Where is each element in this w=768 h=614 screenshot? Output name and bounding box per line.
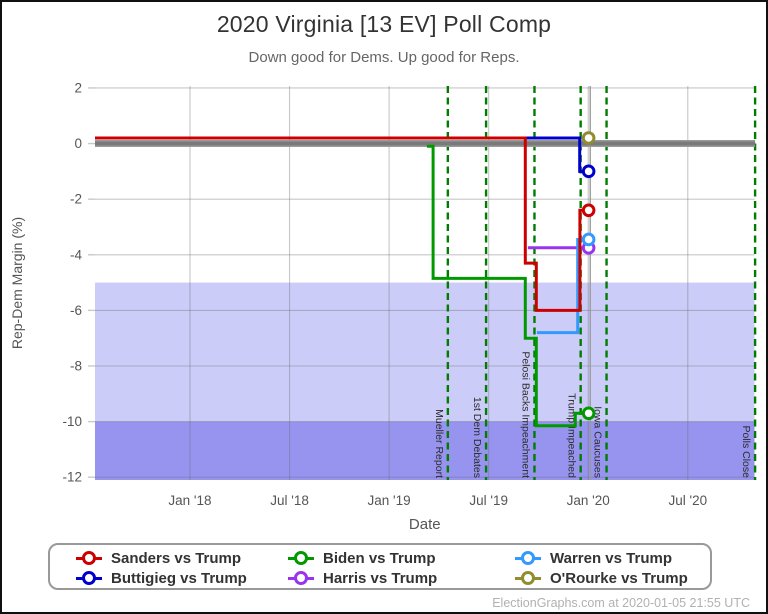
series-endpoint-warren [581,232,596,247]
legend-item: O'Rourke vs Trump [515,568,710,588]
gridlines [88,86,755,480]
legend-item-label: Buttigieg vs Trump [111,569,247,587]
x-tick-label: Jan '20 [567,493,610,508]
legend-item: Sanders vs Trump [76,548,288,568]
x-tick-label: Jul '18 [270,493,309,508]
legend-marker-icon [288,551,314,565]
legend-marker-icon [515,571,541,585]
event-label: Mueller Report [433,409,445,478]
y-tick-label: -10 [62,414,82,429]
legend-marker-icon [288,571,314,585]
legend-item: Biden vs Trump [288,548,515,568]
y-tick-label: -12 [62,470,82,485]
y-tick-label: 0 [74,136,82,151]
y-axis-title: Rep-Dem Margin (%) [9,217,25,349]
event-label: Trump Impeached [566,393,578,478]
series-endpoint-buttigieg [581,164,596,179]
legend-item-label: Warren vs Trump [550,549,672,567]
credit-line: ElectionGraphs.com at 2020-01-05 21:55 U… [492,596,750,610]
series-sanders [95,136,589,312]
y-tick-label: 2 [74,80,82,95]
series-biden [426,144,589,428]
legend-item-label: Harris vs Trump [323,569,438,587]
dem-strength-bands [95,282,755,480]
band-solid-dem-zone [95,421,755,480]
x-axis-title: Date [409,516,441,533]
x-tick-label: Jul '20 [668,493,707,508]
x-tick-label: Jan '18 [168,493,211,508]
legend-marker-icon [76,571,102,585]
event-label: Polls Close [740,425,752,478]
event-label: 1st Dem Debates [471,397,483,478]
legend-item-label: O'Rourke vs Trump [550,569,688,587]
series-endpoint-orourke [581,131,596,145]
legend-item: Buttigieg vs Trump [76,568,288,588]
band-strong-dem-zone [95,282,755,422]
chart-title: 2020 Virginia [13 EV] Poll Comp [216,11,552,37]
x-tick-label: Jul '19 [469,493,508,508]
event-label: Iowa Caucuses [592,406,604,478]
legend-item-label: Sanders vs Trump [111,549,242,567]
event-label: Pelosi Backs Impeachment [519,351,531,478]
legend-item: Harris vs Trump [288,568,515,588]
chart-subtitle: Down good for Dems. Up good for Reps. [248,49,520,66]
y-tick-label: -2 [70,192,82,207]
chart-legend: Sanders vs Trump Biden vs Trump Warren v… [48,543,712,590]
x-tick-label: Jan '19 [368,493,411,508]
y-tick-label: -8 [70,358,82,373]
y-tick-label: -4 [70,247,82,262]
legend-item-label: Biden vs Trump [323,549,436,567]
legend-marker-icon [76,551,102,565]
legend-item: Warren vs Trump [515,548,710,568]
legend-marker-icon [515,551,541,565]
series-endpoint-biden [581,406,596,421]
series-endpoint-sanders [581,203,596,218]
y-tick-label: -6 [70,303,82,318]
axis-tick-labels: 2 0 -2 -4 -6 -8 -10 -12 Jan '18 Jul '18 Jan '19 Jul… [62,80,707,508]
